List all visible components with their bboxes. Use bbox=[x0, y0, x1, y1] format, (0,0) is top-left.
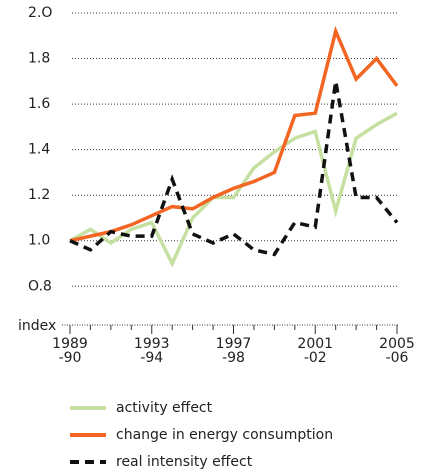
x-tick-label: 1993 -94 bbox=[133, 336, 170, 366]
x-tick-label: 2001 -02 bbox=[297, 336, 334, 366]
x-tick-label: 1997 -98 bbox=[215, 336, 252, 366]
y-tick-label: 1.8 bbox=[28, 51, 50, 67]
y-tick-label: 1.2 bbox=[28, 187, 50, 203]
y-axis-label: index bbox=[18, 318, 56, 334]
series-line bbox=[69, 25, 399, 243]
legend-label: activity effect bbox=[116, 400, 213, 416]
y-tick-label: O.8 bbox=[28, 278, 52, 294]
legend-label: change in energy consumption bbox=[116, 427, 333, 443]
y-tick-label: 2.O bbox=[28, 5, 52, 21]
y-tick-label: 1.4 bbox=[28, 142, 50, 158]
x-tick-label: 1989 -90 bbox=[52, 336, 88, 366]
y-tick-label: 1.6 bbox=[28, 96, 50, 112]
series-line bbox=[69, 81, 399, 257]
x-tick-label: 2005 -06 bbox=[379, 336, 415, 366]
y-tick-label: 1.0 bbox=[28, 233, 50, 249]
legend-label: real intensity effect bbox=[116, 454, 253, 470]
